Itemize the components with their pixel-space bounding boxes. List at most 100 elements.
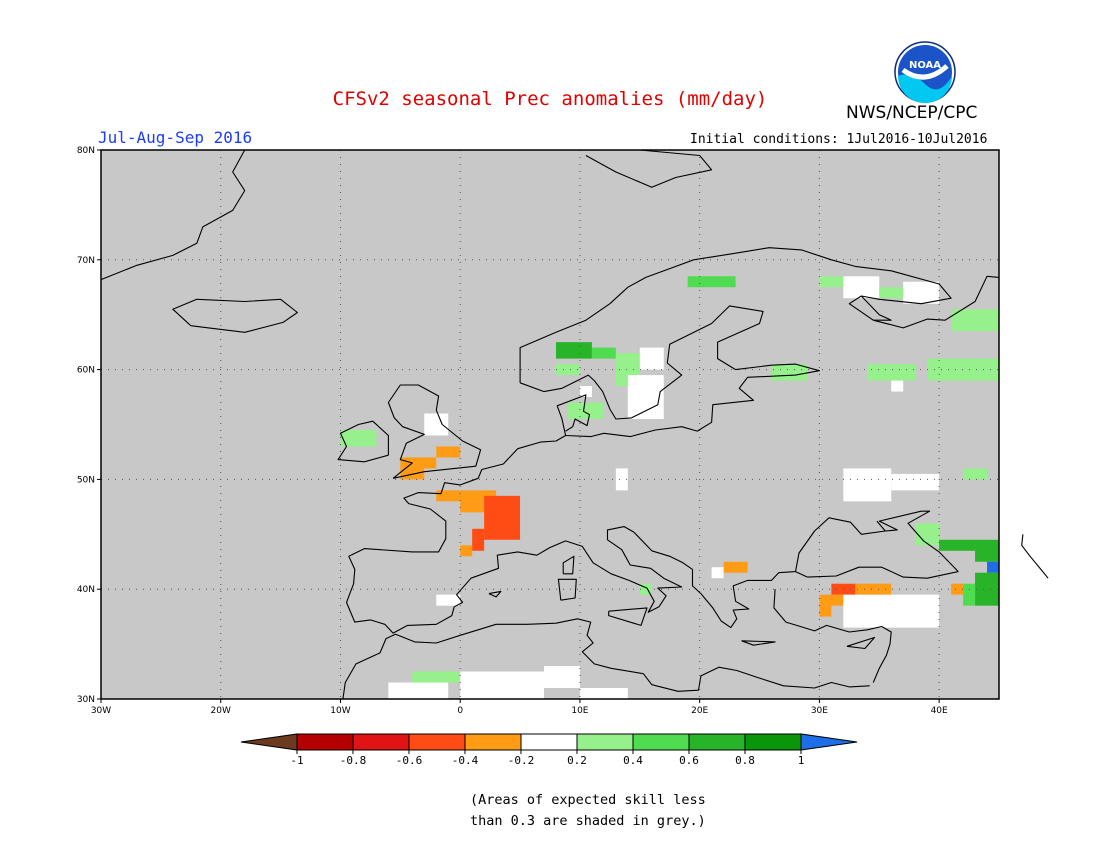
anomaly-cell — [460, 501, 485, 513]
initial-conditions: Initial conditions: 1Jul2016-10Jul2016 — [690, 132, 988, 147]
caspian-coast — [1021, 534, 1049, 579]
iceland-coast — [172, 298, 298, 333]
anomaly-cell — [639, 583, 652, 595]
anomaly-cell — [843, 468, 892, 502]
anomaly-cell — [484, 495, 521, 540]
anomaly-cell — [472, 528, 485, 551]
colorbar-label: -0.6 — [396, 754, 423, 767]
colorbar-label: -0.8 — [340, 754, 367, 767]
anomaly-cell — [963, 583, 976, 606]
sicily-coast — [608, 607, 648, 626]
britain-coast — [387, 384, 482, 479]
map-axis-ticks: 30W 20W 10W 0 10E 20E 30E 40E 30N 40N 50N 60N 70N 80N — [77, 146, 948, 716]
lon-tick-label: 30E — [811, 706, 828, 716]
greenland-coast — [100, 149, 246, 281]
black-sea-west — [795, 571, 808, 578]
anomaly-cell — [843, 276, 880, 299]
azov-coast — [876, 520, 886, 532]
lon-tick-label: 0 — [457, 706, 463, 716]
lat-tick-label: 80N — [77, 146, 95, 156]
colorbar-label: 0.8 — [735, 754, 755, 767]
colorbar-box — [576, 733, 634, 751]
anomaly-cell — [975, 572, 999, 606]
colorbar-low-arrow — [240, 733, 298, 751]
anomaly-cell — [723, 561, 748, 573]
anomaly-cell — [915, 523, 940, 546]
colorbar-box — [464, 733, 522, 751]
anomaly-cell — [436, 446, 461, 458]
colorbar-label: 0.6 — [679, 754, 699, 767]
noaa-logo-icon: NOAA — [894, 41, 956, 103]
crete-coast — [741, 640, 776, 646]
turkey-coast — [773, 589, 892, 683]
colorbar-box — [632, 733, 690, 751]
lat-tick-label: 40N — [77, 585, 95, 595]
anomaly-cell — [867, 364, 916, 381]
anomaly-cell — [591, 347, 616, 359]
skill-note: (Areas of expected skill less than 0.3 a… — [470, 790, 730, 832]
colorbar-label: -1 — [290, 754, 303, 767]
anomaly-cell — [975, 539, 999, 562]
lon-tick-label: 20W — [211, 706, 231, 716]
ireland-coast — [337, 420, 389, 463]
colorbar: -1 -0.8 -0.6 -0.4 -0.2 0.2 0.4 0.6 0.8 1 — [240, 733, 858, 767]
lon-tick-label: 10W — [330, 706, 350, 716]
lat-tick-label: 30N — [77, 695, 95, 705]
colorbar-high-arrow — [800, 733, 858, 751]
anomaly-cell — [400, 457, 437, 469]
colorbar-box — [520, 733, 578, 751]
lat-tick-label: 70N — [77, 256, 95, 266]
anomaly-cell — [819, 594, 844, 606]
mallorca-coast — [488, 590, 502, 598]
anomaly-cell — [819, 276, 844, 288]
anomaly-cell — [855, 583, 892, 595]
anomaly-cell — [340, 429, 377, 447]
anomaly-cell — [951, 583, 964, 595]
anomaly-cell — [567, 402, 604, 420]
anomaly-cells — [101, 150, 999, 699]
anomaly-cell — [436, 594, 461, 606]
anomaly-cell — [963, 468, 988, 480]
anomaly-cell — [579, 688, 628, 699]
anomaly-cell — [424, 413, 449, 436]
anomaly-cell — [388, 682, 449, 699]
norway-coast — [519, 305, 820, 438]
anomaly-cell — [939, 539, 976, 551]
anomaly-cell — [927, 358, 999, 381]
page-title: CFSv2 seasonal Prec anomalies (mm/day) — [332, 88, 768, 110]
lon-tick-label: 20E — [691, 706, 708, 716]
lat-tick-label: 50N — [77, 475, 95, 485]
forecast-period: Jul-Aug-Sep 2016 — [98, 128, 253, 147]
lat-tick-label: 60N — [77, 366, 95, 376]
sardinia-coast — [557, 578, 577, 601]
anomaly-cell — [711, 567, 724, 579]
colorbar-label: 1 — [798, 754, 805, 767]
anomaly-cell — [891, 380, 904, 392]
anomaly-cell — [436, 490, 497, 502]
anomaly-cell — [412, 671, 461, 683]
svalbard-coast — [585, 149, 713, 188]
colorbar-box — [688, 733, 746, 751]
anomaly-cell — [987, 561, 999, 573]
organization-label: NWS/NCEP/CPC — [846, 103, 978, 123]
anomaly-cell — [891, 473, 940, 491]
scandinavia-west-coast — [519, 247, 1000, 383]
colorbar-label: -0.4 — [452, 754, 479, 767]
anomaly-cell — [771, 364, 808, 381]
colorbar-label: -0.2 — [508, 754, 535, 767]
anomaly-cell — [555, 342, 592, 359]
kola-white-sea — [860, 295, 892, 321]
note-line-1: (Areas of expected skill less — [470, 792, 706, 808]
colorbar-label: 0.4 — [623, 754, 643, 767]
anomaly-cell — [903, 281, 940, 304]
colorbar-box — [744, 733, 802, 751]
lon-tick-label: 40E — [931, 706, 948, 716]
colorbar-box — [408, 733, 466, 751]
anomaly-cell — [460, 671, 545, 699]
anomaly-cell — [879, 287, 904, 299]
colorbar-box — [296, 733, 354, 751]
colorbar-box — [352, 733, 410, 751]
anomaly-cell — [615, 468, 628, 491]
turkey-north-coast — [807, 566, 959, 579]
